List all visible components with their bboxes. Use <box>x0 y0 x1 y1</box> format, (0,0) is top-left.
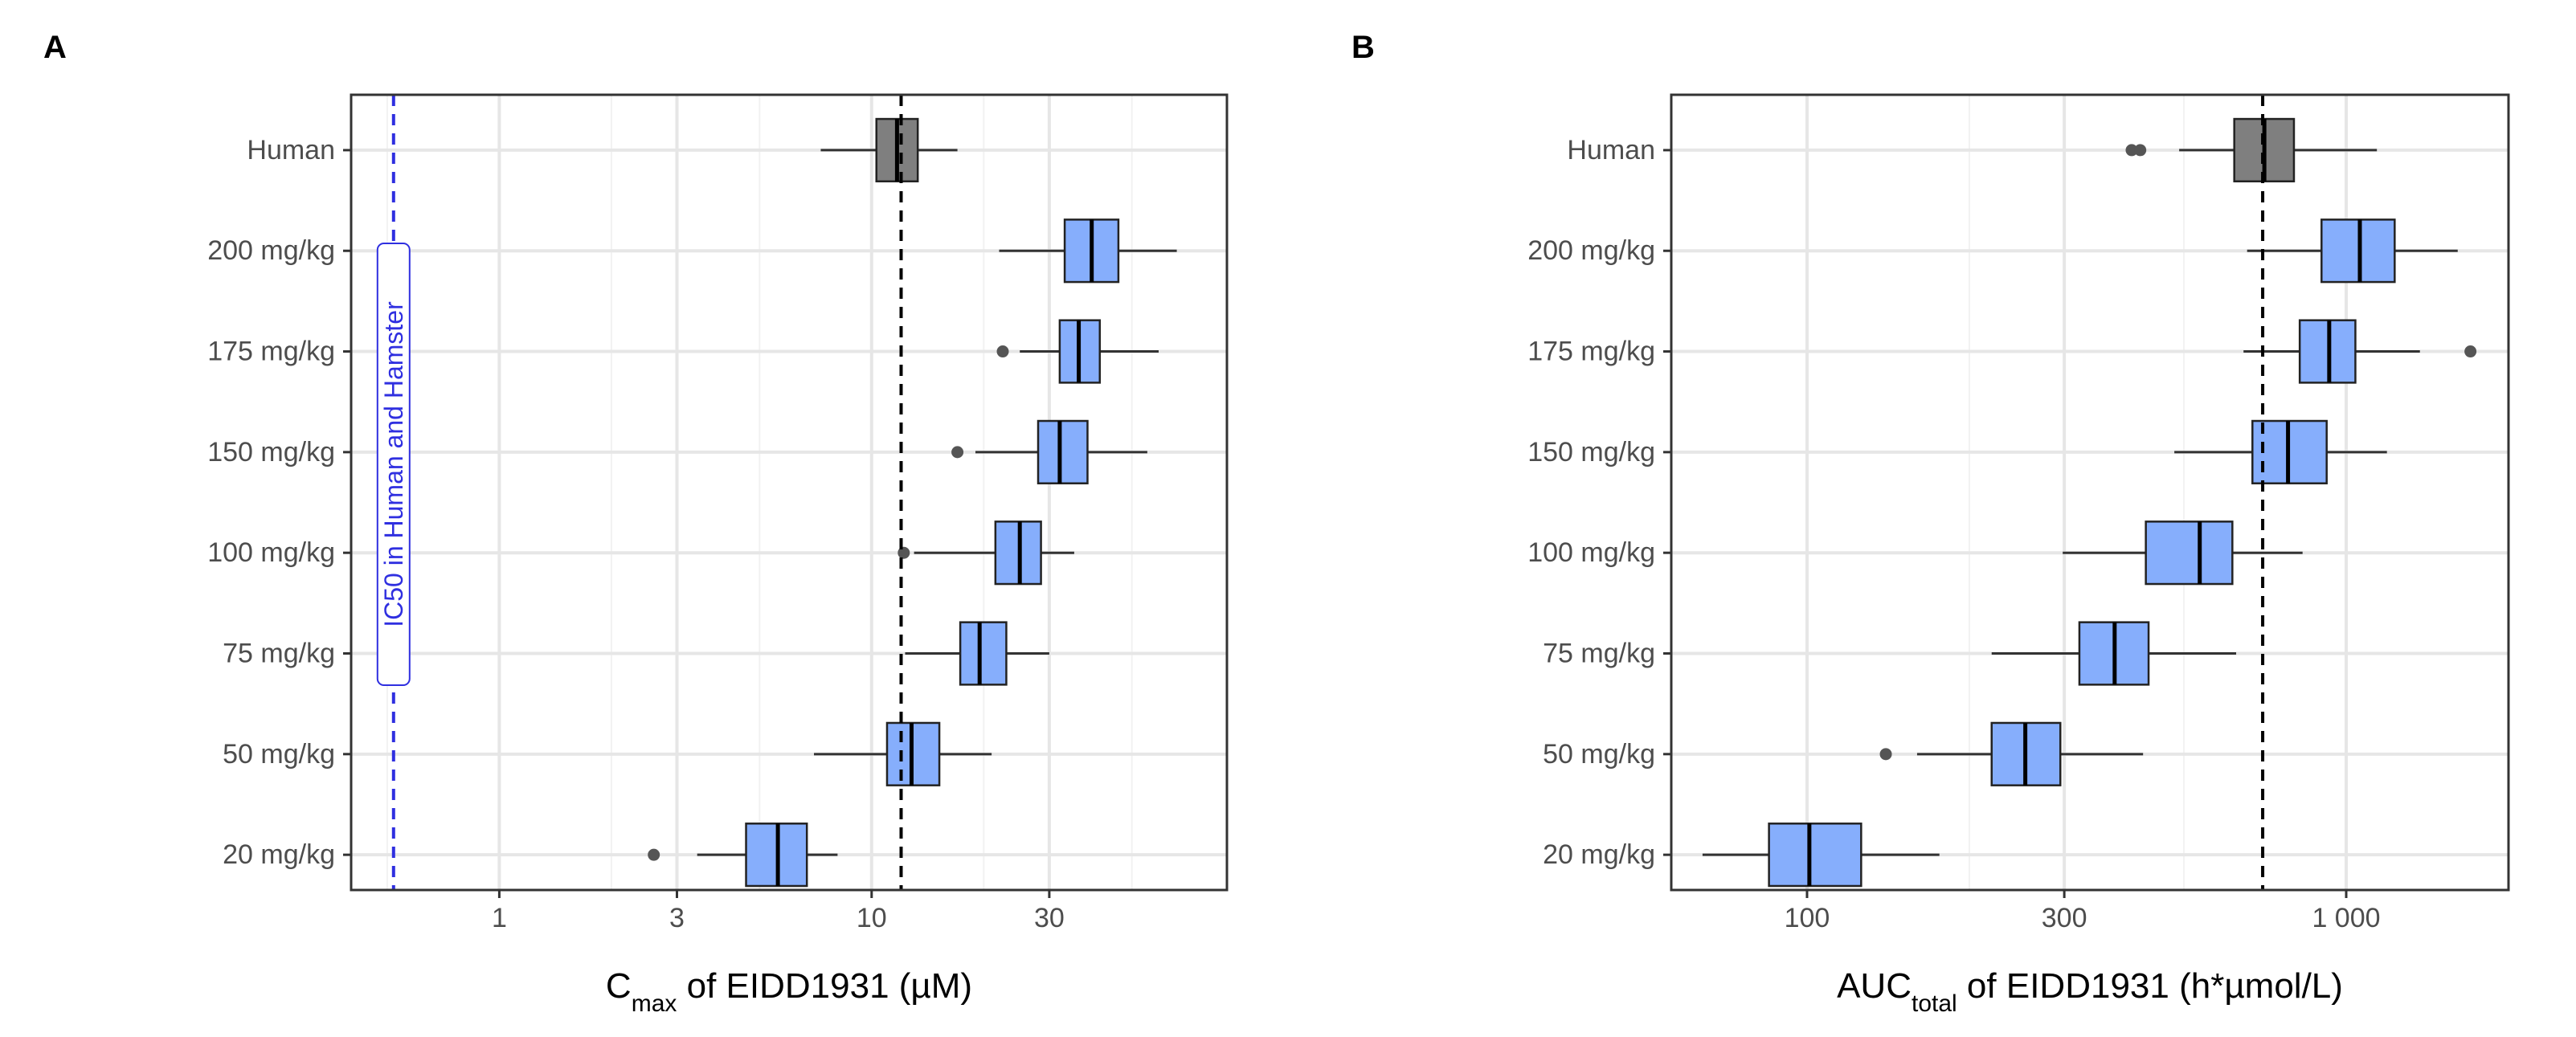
y-tick-label: 20 mg/kg <box>1543 839 1655 870</box>
boxplot-group <box>898 521 1074 586</box>
panel-b-chart: Human 200 mg/kg 175 mg/kg 150 mg/kg 100 mg/k… <box>1527 93 2510 1017</box>
y-tick-label: 200 mg/kg <box>207 235 335 266</box>
y-tick-label: 100 mg/kg <box>207 537 335 568</box>
x-tick-label: 30 <box>1034 903 1065 933</box>
y-tick-label: 75 mg/kg <box>223 639 335 669</box>
y-tick-label: 175 mg/kg <box>1527 337 1655 367</box>
boxplot-group <box>905 621 1049 686</box>
outlier-point <box>2134 144 2147 157</box>
outlier-point <box>2125 144 2138 157</box>
y-tick-label: 150 mg/kg <box>207 437 335 467</box>
boxplot-group <box>1879 721 2144 786</box>
boxplot-group <box>2063 521 2303 586</box>
boxplot-group <box>648 823 838 888</box>
y-tick-label: 175 mg/kg <box>207 337 335 367</box>
x-tick-label: 1 000 <box>2312 903 2380 933</box>
plot-border <box>350 93 1229 892</box>
y-tick-label: 150 mg/kg <box>1527 437 1655 467</box>
boxplot-group <box>1702 823 1940 888</box>
panel-label-a: A <box>43 30 67 65</box>
panel-a-chart: IC50 in Human and Hamster Human 200 mg/kg 1… <box>207 93 1229 1017</box>
outlier-point <box>996 345 1009 358</box>
boxplot-group <box>2243 319 2477 384</box>
outlier-point <box>1879 748 1892 761</box>
plot-background <box>351 95 1227 890</box>
outlier-point <box>898 546 910 559</box>
panel-label-b: B <box>1351 30 1375 65</box>
x-tick-label: 300 <box>2042 903 2087 933</box>
boxplot-group <box>820 117 958 183</box>
x-tick-label: 10 <box>857 903 887 933</box>
outlier-point <box>2464 345 2477 358</box>
ic50-label-box <box>376 243 411 686</box>
boxplot-group <box>996 319 1159 384</box>
box <box>1768 823 1862 888</box>
ic50-label: IC50 in Human and Hamster <box>379 301 408 627</box>
y-tick-label: 20 mg/kg <box>223 839 335 870</box>
x-axis-title: Cmax of EIDD1931 (µM) <box>606 966 972 1017</box>
plot-background <box>1671 95 2509 890</box>
y-tick-label: 100 mg/kg <box>1527 537 1655 568</box>
boxplot-group <box>2125 117 2378 183</box>
y-tick-label: 75 mg/kg <box>1543 639 1655 669</box>
box <box>1037 419 1089 484</box>
box <box>2145 521 2234 586</box>
boxplot-group <box>951 419 1147 484</box>
boxplot-group <box>999 218 1177 284</box>
boxplot-group <box>814 721 992 786</box>
outlier-point <box>648 848 660 861</box>
boxplot-group <box>2174 419 2387 484</box>
outlier-point <box>951 446 964 459</box>
y-tick-label: 50 mg/kg <box>223 739 335 770</box>
y-tick-label: Human <box>1567 135 1655 165</box>
x-tick-label: 1 <box>492 903 507 933</box>
x-tick-label: 3 <box>669 903 685 933</box>
boxplot-group <box>2247 218 2458 284</box>
y-tick-label: Human <box>247 135 335 165</box>
y-tick-label: 50 mg/kg <box>1543 739 1655 770</box>
y-tick-label: 200 mg/kg <box>1527 235 1655 266</box>
boxplot-group <box>1991 621 2237 686</box>
x-tick-label: 100 <box>1785 903 1830 933</box>
x-axis-title: AUCtotal of EIDD1931 (h*µmol/L) <box>1837 966 2343 1017</box>
plot-border <box>1670 93 2510 892</box>
box <box>959 621 1008 686</box>
